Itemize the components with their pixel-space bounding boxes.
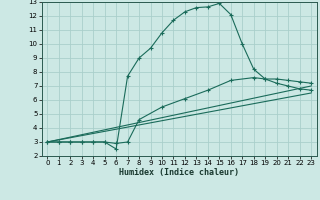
X-axis label: Humidex (Indice chaleur): Humidex (Indice chaleur) (119, 168, 239, 177)
